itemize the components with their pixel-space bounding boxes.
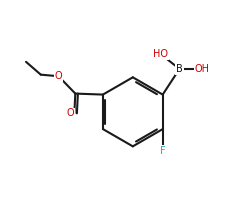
Text: HO: HO (153, 49, 168, 59)
Text: O: O (67, 108, 75, 118)
Text: O: O (55, 71, 62, 81)
Text: B: B (176, 64, 183, 74)
Text: F: F (160, 146, 166, 156)
Text: OH: OH (195, 64, 210, 74)
